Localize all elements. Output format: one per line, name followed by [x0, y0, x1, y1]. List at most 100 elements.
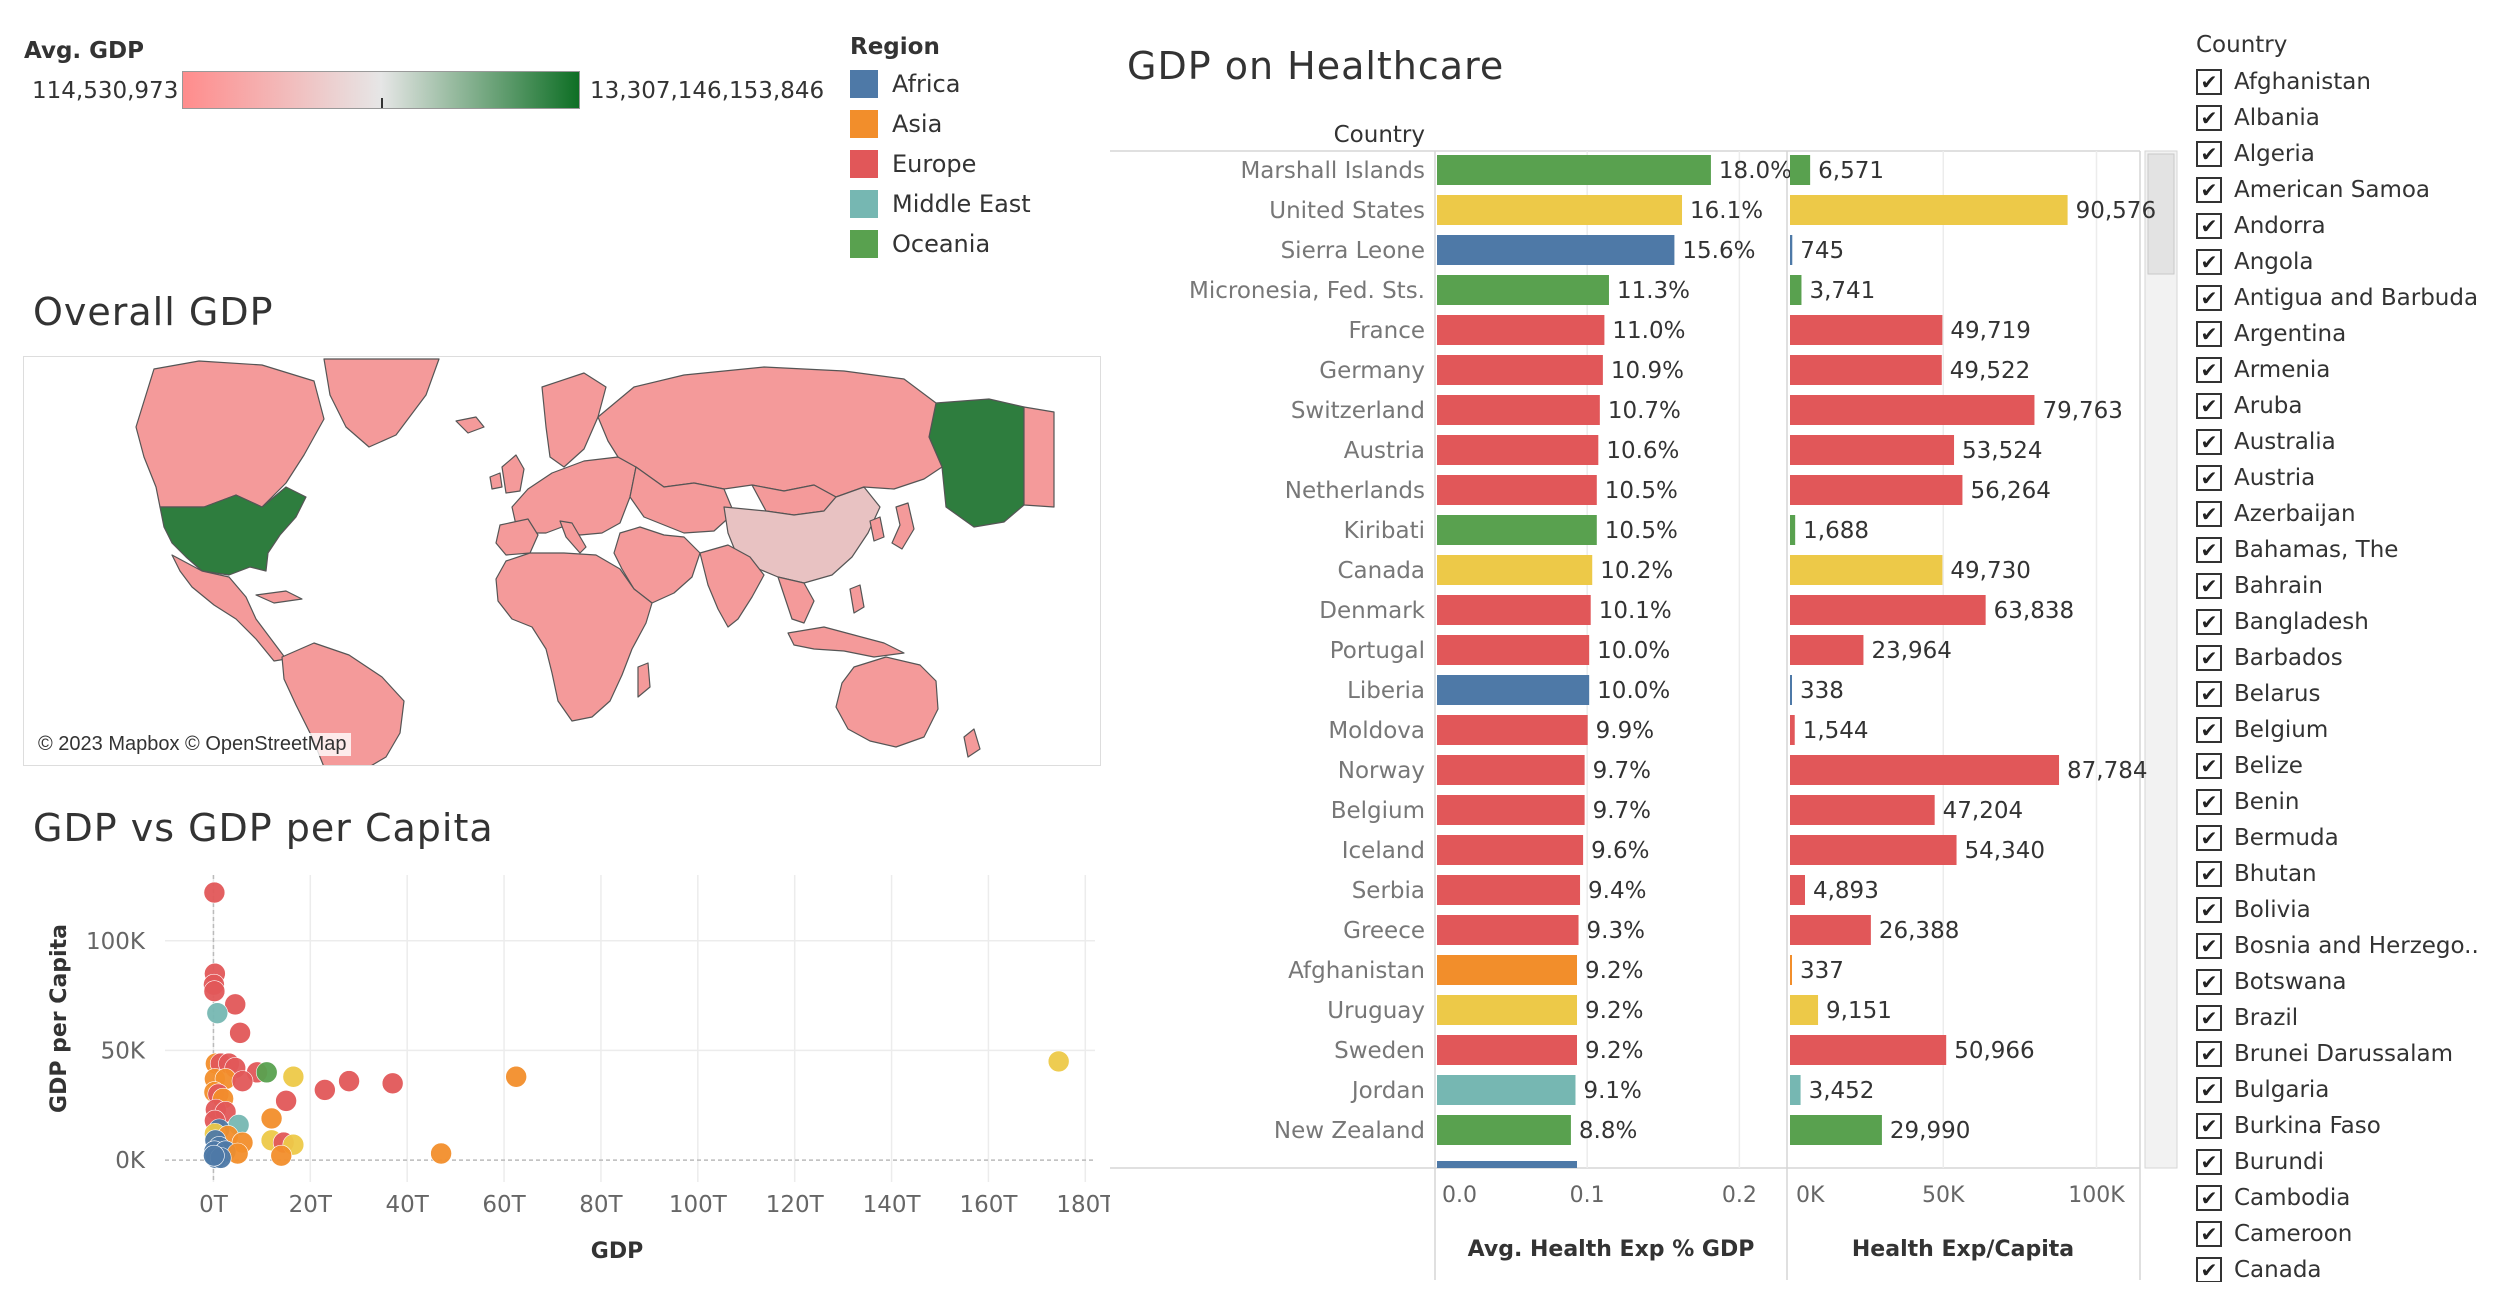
region-legend-item[interactable]: Europe	[850, 146, 976, 182]
health-cap-bar[interactable]	[1790, 595, 1986, 625]
bar-country-label[interactable]: Switzerland	[1291, 398, 1425, 424]
health-pct-bar[interactable]	[1437, 995, 1578, 1025]
country-checkbox[interactable]: ✔	[2196, 1149, 2222, 1175]
bar-country-label[interactable]: Greece	[1343, 918, 1425, 944]
health-pct-bar[interactable]	[1437, 875, 1581, 905]
scatter-point[interactable]	[224, 993, 247, 1016]
country-checkbox[interactable]: ✔	[2196, 501, 2222, 527]
bar-country-label[interactable]: France	[1349, 318, 1425, 344]
scatter-point[interactable]	[231, 1070, 254, 1092]
country-checkbox[interactable]: ✔	[2196, 609, 2222, 635]
country-checkbox[interactable]: ✔	[2196, 825, 2222, 851]
scatter-point[interactable]	[275, 1090, 297, 1112]
country-filter-item[interactable]: ✔ Brazil	[2196, 1000, 2298, 1036]
health-pct-bar[interactable]	[1437, 635, 1590, 665]
health-pct-bar[interactable]	[1437, 155, 1711, 185]
health-pct-bar[interactable]	[1437, 475, 1597, 505]
country-checkbox[interactable]: ✔	[2196, 969, 2222, 995]
region-legend-item[interactable]: Oceania	[850, 226, 990, 262]
health-pct-bar[interactable]	[1437, 1075, 1576, 1105]
country-filter-item[interactable]: ✔ Bermuda	[2196, 820, 2339, 856]
scatter-point[interactable]	[282, 1065, 305, 1088]
scatter-point[interactable]	[206, 1002, 229, 1024]
scatter-point[interactable]	[260, 1107, 283, 1130]
health-pct-bar[interactable]	[1437, 195, 1683, 225]
country-filter-item[interactable]: ✔ Azerbaijan	[2196, 496, 2356, 532]
country-filter-item[interactable]: ✔ Australia	[2196, 424, 2336, 460]
country-checkbox[interactable]: ✔	[2196, 789, 2222, 815]
country-filter-item[interactable]: ✔ Andorra	[2196, 208, 2326, 244]
country-filter-item[interactable]: ✔ Cameroon	[2196, 1216, 2352, 1252]
scatter-point[interactable]	[430, 1142, 452, 1165]
country-filter-item[interactable]: ✔ Albania	[2196, 100, 2320, 136]
health-cap-bar[interactable]	[1790, 915, 1871, 945]
country-filter-item[interactable]: ✔ Belarus	[2196, 676, 2320, 712]
country-checkbox[interactable]: ✔	[2196, 357, 2222, 383]
country-checkbox[interactable]: ✔	[2196, 897, 2222, 923]
bar-country-label[interactable]: Austria	[1344, 438, 1425, 464]
country-filter-item[interactable]: ✔ Barbados	[2196, 640, 2343, 676]
country-filter-item[interactable]: ✔ Bulgaria	[2196, 1072, 2329, 1108]
health-cap-bar[interactable]	[1790, 355, 1942, 385]
health-pct-bar[interactable]	[1437, 515, 1597, 545]
region-legend-item[interactable]: Middle East	[850, 186, 1031, 222]
health-cap-bar[interactable]	[1790, 1115, 1882, 1145]
health-cap-bar[interactable]	[1790, 635, 1864, 665]
country-checkbox[interactable]: ✔	[2196, 753, 2222, 779]
country-filter-item[interactable]: ✔ Angola	[2196, 244, 2313, 280]
health-cap-bar[interactable]	[1790, 515, 1796, 545]
country-checkbox[interactable]: ✔	[2196, 429, 2222, 455]
health-pct-bar[interactable]	[1437, 795, 1585, 825]
health-pct-bar[interactable]	[1437, 595, 1591, 625]
scatter-point[interactable]	[203, 881, 226, 904]
country-filter-item[interactable]: ✔ Bosnia and Herzego..	[2196, 928, 2479, 964]
bar-country-label[interactable]: Norway	[1338, 758, 1425, 784]
bar-country-label[interactable]: Portugal	[1330, 638, 1425, 664]
health-pct-bar[interactable]	[1437, 1115, 1571, 1145]
health-cap-bar[interactable]	[1790, 275, 1802, 305]
health-cap-bar[interactable]	[1790, 235, 1793, 265]
country-checkbox[interactable]: ✔	[2196, 681, 2222, 707]
bar-country-label[interactable]: Sierra Leone	[1281, 238, 1425, 264]
country-checkbox[interactable]: ✔	[2196, 69, 2222, 95]
country-checkbox[interactable]: ✔	[2196, 1185, 2222, 1211]
country-filter-item[interactable]: ✔ Bolivia	[2196, 892, 2311, 928]
health-pct-bar[interactable]	[1437, 675, 1590, 705]
country-checkbox[interactable]: ✔	[2196, 321, 2222, 347]
scatter-point[interactable]	[203, 1144, 225, 1167]
health-pct-bar[interactable]	[1437, 435, 1599, 465]
bar-country-label[interactable]: Netherlands	[1285, 478, 1425, 504]
health-cap-bar[interactable]	[1790, 395, 2035, 425]
scatter-point[interactable]	[203, 980, 226, 1003]
country-filter-item[interactable]: ✔ Canada	[2196, 1252, 2322, 1282]
health-cap-bar[interactable]	[1790, 435, 1955, 465]
country-checkbox[interactable]: ✔	[2196, 1041, 2222, 1067]
country-filter-item[interactable]: ✔ Belgium	[2196, 712, 2328, 748]
bar-country-label[interactable]: Canada	[1337, 558, 1425, 584]
scatter-point[interactable]	[381, 1072, 404, 1095]
scatter-chart[interactable]: 0T 20T 40T 60T 80T 100T 120T 140T 160T 180T 0K 50K 1…	[0, 860, 1110, 1280]
country-filter-item[interactable]: ✔ Austria	[2196, 460, 2315, 496]
scatter-point[interactable]	[1047, 1050, 1070, 1073]
world-map[interactable]: © 2023 Mapbox © OpenStreetMap	[23, 356, 1101, 766]
bar-country-label[interactable]: Sweden	[1334, 1038, 1425, 1064]
health-cap-bar[interactable]	[1790, 315, 1943, 345]
country-checkbox[interactable]: ✔	[2196, 1113, 2222, 1139]
country-filter-item[interactable]: ✔ Bhutan	[2196, 856, 2317, 892]
region-legend-item[interactable]: Asia	[850, 106, 942, 142]
scatter-point[interactable]	[229, 1022, 251, 1044]
country-checkbox[interactable]: ✔	[2196, 717, 2222, 743]
country-checkbox[interactable]: ✔	[2196, 1257, 2222, 1282]
health-cap-bar[interactable]	[1790, 1035, 1947, 1065]
country-filter-item[interactable]: ✔ Burundi	[2196, 1144, 2324, 1180]
health-cap-bar[interactable]	[1790, 1075, 1801, 1105]
bar-country-label[interactable]: New Zealand	[1274, 1118, 1425, 1144]
bar-country-label[interactable]: Germany	[1319, 358, 1425, 384]
country-filter-item[interactable]: ✔ Belize	[2196, 748, 2303, 784]
country-checkbox[interactable]: ✔	[2196, 285, 2222, 311]
country-filter-item[interactable]: ✔ Afghanistan	[2196, 64, 2371, 100]
bar-country-label[interactable]: Iceland	[1342, 838, 1425, 864]
health-cap-bar[interactable]	[1790, 675, 1792, 705]
health-pct-bar[interactable]	[1437, 715, 1588, 745]
scatter-point[interactable]	[314, 1079, 336, 1101]
